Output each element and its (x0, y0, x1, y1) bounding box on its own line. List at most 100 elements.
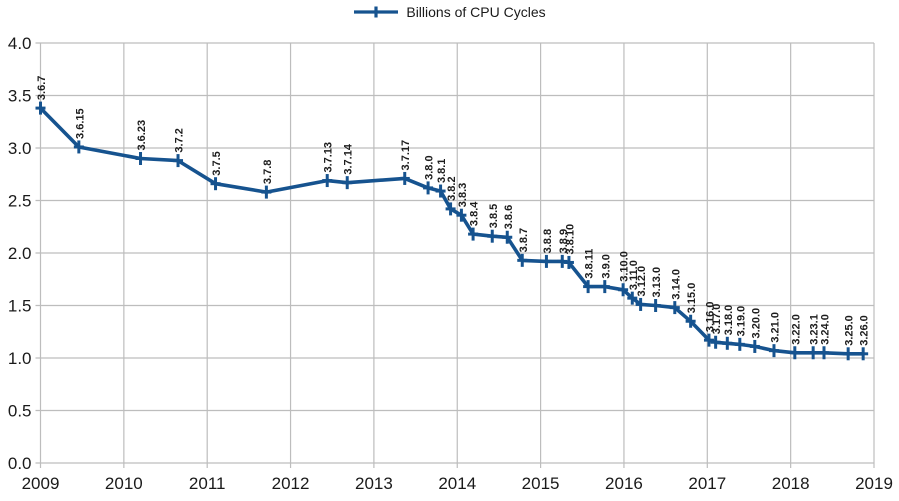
y-axis-tick-label: 4.0 (8, 34, 32, 53)
data-point-label: 3.7.14 (343, 143, 355, 174)
data-point-marker (210, 177, 221, 191)
data-point-marker (768, 344, 779, 358)
legend-line-marker-icon (354, 6, 399, 18)
data-point-marker (749, 339, 760, 353)
data-point-marker (445, 202, 456, 216)
x-axis-tick-label: 2011 (189, 474, 226, 493)
data-point-label: 3.6.7 (36, 76, 48, 100)
data-point-marker (517, 253, 528, 267)
x-axis-tick-label: 2014 (438, 474, 476, 493)
data-point-label: 3.8.4 (469, 201, 481, 226)
data-point-marker (423, 181, 434, 195)
data-point-label: 3.21.0 (769, 312, 781, 343)
data-point-marker (435, 184, 446, 198)
data-point-marker (135, 152, 146, 165)
chart-legend: Billions of CPU Cycles (0, 3, 899, 21)
data-point-label: 3.7.2 (174, 128, 186, 152)
data-point-marker (808, 346, 819, 360)
data-point-marker (583, 280, 594, 294)
data-point-label: 3.25.0 (844, 315, 856, 346)
data-point-label: 3.8.8 (542, 229, 554, 253)
data-point-marker (650, 299, 661, 312)
data-point-marker (635, 297, 646, 311)
data-point-marker (456, 208, 467, 222)
data-point-marker (599, 280, 610, 294)
data-point-label: 3.8.1 (436, 159, 448, 183)
y-axis-tick-label: 2.0 (8, 244, 32, 263)
data-point-label: 3.6.23 (136, 120, 148, 151)
data-point-marker (858, 347, 869, 361)
data-point-marker (669, 301, 680, 315)
data-point-label: 3.23.1 (809, 314, 821, 345)
data-point-label: 3.8.5 (488, 204, 500, 228)
data-point-label: 3.16.0 (704, 302, 716, 333)
data-point-label: 3.15.0 (686, 283, 698, 314)
grid-layer (35, 42, 875, 468)
data-point-marker (685, 314, 696, 328)
data-point-label: 3.13.0 (651, 267, 663, 298)
data-point-label: 3.8.2 (446, 176, 458, 200)
data-point-label: 3.7.17 (400, 140, 412, 171)
data-point-marker (789, 346, 800, 360)
data-point-label: 3.9.0 (600, 254, 612, 278)
data-point-label: 3.18.0 (723, 305, 735, 336)
data-point-label: 3.8.3 (457, 183, 469, 207)
data-point-label: 3.19.0 (735, 306, 747, 337)
x-axis-tick-label: 2017 (688, 474, 726, 493)
y-axis-tick-label: 1.5 (8, 297, 32, 316)
data-point-marker (342, 176, 353, 190)
data-point-label: 3.22.0 (790, 314, 802, 345)
data-point-marker (563, 255, 574, 269)
y-axis-tick-label: 1.0 (8, 349, 32, 368)
y-axis-tick-label: 2.5 (8, 192, 32, 211)
data-point-label: 3.8.0 (424, 155, 436, 179)
x-axis-tick-label: 2010 (105, 474, 143, 493)
series-layer (35, 101, 869, 361)
data-point-marker (843, 347, 854, 361)
data-point-marker (173, 154, 184, 168)
data-point-label: 3.6.15 (74, 108, 86, 139)
y-axis-tick-label: 3.5 (8, 87, 32, 106)
y-axis-tick-label: 3.0 (8, 139, 32, 158)
data-point-label: 3.8.10 (564, 224, 576, 255)
data-point-label: 3.8.7 (518, 228, 530, 252)
data-point-marker (541, 254, 552, 268)
data-point-label: 3.14.0 (670, 269, 682, 300)
data-point-marker (35, 101, 46, 115)
data-point-marker (399, 171, 410, 185)
data-point-label: 3.11.0 (628, 260, 640, 290)
y-axis-tick-label: 0.5 (8, 402, 32, 421)
data-point-marker (818, 346, 829, 360)
data-point-marker (487, 229, 498, 243)
data-point-marker (734, 337, 745, 351)
data-point-marker (703, 333, 714, 347)
x-axis-tick-label: 2018 (772, 474, 810, 493)
x-axis-tick-label: 2016 (605, 474, 643, 493)
x-axis-tick-label: 2015 (522, 474, 560, 493)
data-point-label: 3.7.5 (211, 151, 223, 175)
data-point-label: 3.20.0 (750, 308, 762, 339)
x-axis-tick-label: 2013 (355, 474, 393, 493)
x-axis-tick-label: 2012 (272, 474, 310, 493)
data-point-marker (722, 336, 733, 350)
data-point-marker (322, 174, 333, 188)
data-point-label: 3.26.0 (859, 315, 871, 346)
data-point-marker (468, 227, 479, 241)
data-point-label: 3.8.11 (584, 249, 596, 279)
data-point-label: 3.10.0 (619, 251, 631, 282)
data-point-label: 3.12.0 (636, 266, 648, 297)
axis-tick-layer: 0.0 0.5 1.0 1.5 2.0 2.5 3.0 3.5 4.0 2009 2010 2011 2… (8, 34, 893, 493)
data-point-label: 3.8.6 (503, 205, 515, 229)
data-point-marker (502, 230, 513, 244)
data-point-marker (261, 185, 272, 199)
data-point-label: 3.7.8 (262, 160, 274, 184)
data-point-marker (618, 283, 629, 297)
legend-label: Billions of CPU Cycles (406, 4, 546, 20)
data-point-label: 3.7.13 (323, 142, 335, 173)
x-axis-tick-label: 2019 (855, 474, 893, 493)
y-axis-tick-label: 0.0 (8, 454, 32, 473)
data-point-label: 3.8.9 (558, 229, 570, 253)
x-axis-tick-label: 2009 (22, 474, 60, 493)
data-point-marker (627, 291, 638, 305)
